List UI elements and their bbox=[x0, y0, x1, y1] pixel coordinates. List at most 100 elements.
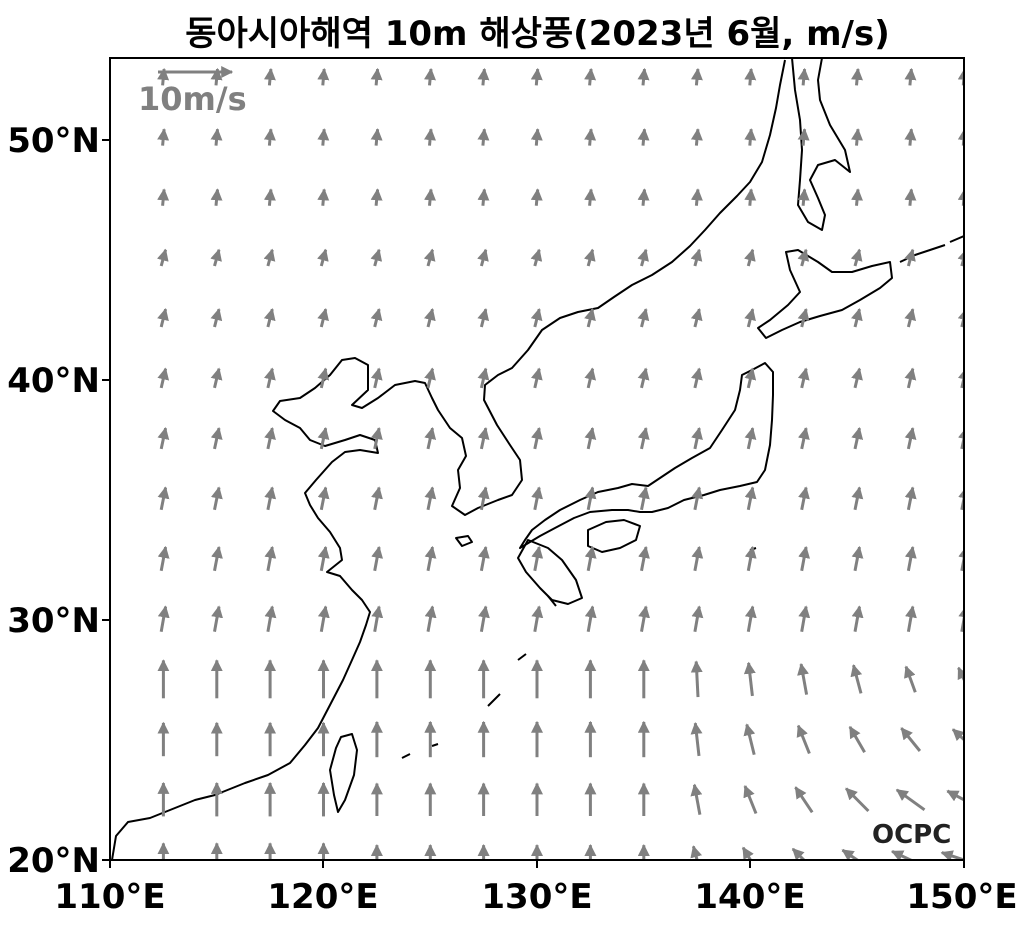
x-tick-label: 140°E bbox=[694, 877, 805, 917]
wind-arrow bbox=[156, 248, 169, 267]
wind-arrow bbox=[530, 248, 543, 267]
wind-arrow bbox=[424, 545, 437, 572]
ocpc-logo: OCPC bbox=[872, 820, 951, 850]
shikoku-coast bbox=[587, 519, 641, 553]
wind-arrow bbox=[531, 545, 544, 572]
wind-arrow bbox=[157, 486, 170, 511]
wind-arrow bbox=[263, 67, 276, 86]
y-tick-label: 50°N bbox=[7, 121, 100, 161]
wind-arrow bbox=[317, 605, 330, 632]
wind-arrow bbox=[797, 248, 810, 267]
wind-arrow bbox=[424, 605, 437, 632]
wind-arrow bbox=[370, 308, 383, 328]
wind-arrow bbox=[584, 188, 597, 206]
wind-arrow bbox=[797, 308, 810, 328]
wind-arrow bbox=[744, 367, 757, 389]
wind-arrow bbox=[851, 188, 863, 206]
wind-arrow bbox=[851, 367, 863, 389]
wind-arrow bbox=[530, 67, 543, 86]
wind-arrow bbox=[317, 128, 330, 146]
x-tick-label: 120°E bbox=[267, 877, 378, 917]
wind-arrow bbox=[584, 486, 597, 511]
wind-arrow bbox=[891, 850, 915, 860]
wind-arrow bbox=[851, 486, 864, 511]
wind-arrow bbox=[850, 248, 863, 267]
wind-arrow bbox=[851, 545, 864, 572]
wind-arrow bbox=[744, 545, 757, 572]
tick-marks bbox=[102, 139, 965, 868]
wind-arrow bbox=[741, 846, 754, 860]
wind-arrow bbox=[530, 367, 543, 389]
wind-arrow bbox=[210, 248, 222, 267]
wind-arrow bbox=[477, 486, 490, 511]
wind-arrow bbox=[530, 308, 543, 328]
wind-arrow bbox=[744, 128, 757, 146]
wind-arrow bbox=[940, 850, 964, 860]
wind-arrow bbox=[530, 128, 543, 146]
wind-arrow bbox=[424, 67, 436, 86]
wind-arrow bbox=[798, 605, 811, 632]
wind-arrow bbox=[744, 248, 756, 267]
wind-arrow bbox=[851, 308, 863, 328]
wind-arrow bbox=[845, 787, 870, 813]
wind-arrow bbox=[904, 308, 917, 328]
wind-arrow bbox=[210, 188, 223, 206]
wind-arrow bbox=[584, 128, 597, 146]
wind-arrow bbox=[744, 486, 757, 511]
wind-arrow bbox=[850, 664, 863, 694]
wind-arrow bbox=[424, 427, 437, 450]
wind-arrow bbox=[317, 427, 330, 450]
wind-arrow bbox=[584, 605, 597, 632]
wind-arrow bbox=[691, 367, 703, 389]
wind-arrow bbox=[531, 605, 544, 632]
wind-arrow bbox=[317, 308, 329, 328]
wind-arrow bbox=[743, 784, 758, 815]
x-tick-label: 130°E bbox=[481, 877, 592, 917]
y-tick-label: 20°N bbox=[7, 841, 100, 881]
wind-arrow bbox=[851, 128, 863, 146]
wind-arrow bbox=[264, 545, 277, 572]
wind-arrow bbox=[743, 723, 756, 756]
wind-arrow bbox=[797, 367, 810, 389]
wind-arrow bbox=[797, 427, 810, 450]
wind-arrow bbox=[744, 605, 757, 632]
x-tick-label: 150°E bbox=[906, 877, 1017, 917]
coastlines bbox=[111, 58, 964, 860]
wind-arrow bbox=[637, 367, 650, 389]
wind-arrow bbox=[477, 248, 489, 267]
wind-arrow bbox=[637, 188, 650, 206]
wind-arrow bbox=[904, 367, 917, 389]
kyushu-coast bbox=[517, 539, 583, 605]
wind-arrow bbox=[530, 188, 543, 206]
wind-arrow bbox=[691, 427, 703, 450]
wind-arrow bbox=[157, 188, 170, 206]
wind-arrow bbox=[851, 605, 864, 632]
wind-arrow bbox=[157, 545, 170, 572]
jeju-island bbox=[455, 535, 473, 547]
wind-arrow bbox=[478, 605, 490, 632]
wind-arrow bbox=[690, 660, 703, 698]
wind-arrow bbox=[796, 724, 811, 755]
wind-arrow bbox=[797, 67, 810, 86]
wind-arrow bbox=[477, 128, 490, 146]
wind-arrow bbox=[744, 67, 757, 86]
wind-arrow bbox=[744, 427, 757, 450]
map-title: 동아시아해역 10m 해상풍(2023년 6월, m/s) bbox=[185, 14, 890, 54]
wind-arrow bbox=[904, 665, 917, 693]
wind-arrow bbox=[477, 545, 490, 572]
wind-arrow bbox=[424, 367, 436, 389]
wind-arrow bbox=[904, 427, 917, 450]
wind-arrow bbox=[690, 308, 703, 328]
wind-arrow bbox=[841, 848, 860, 860]
wind-arrow bbox=[264, 367, 276, 389]
wind-arrow bbox=[744, 188, 757, 206]
y-tick-label: 40°N bbox=[7, 361, 100, 401]
wind-arrow bbox=[691, 486, 704, 511]
wind-arrow bbox=[946, 789, 964, 802]
wind-arrow bbox=[210, 367, 223, 389]
wind-arrow bbox=[317, 486, 330, 511]
wind-arrow bbox=[371, 605, 384, 632]
wind-arrow bbox=[157, 605, 170, 632]
wind-arrow bbox=[637, 486, 650, 511]
wind-arrow bbox=[637, 248, 649, 267]
